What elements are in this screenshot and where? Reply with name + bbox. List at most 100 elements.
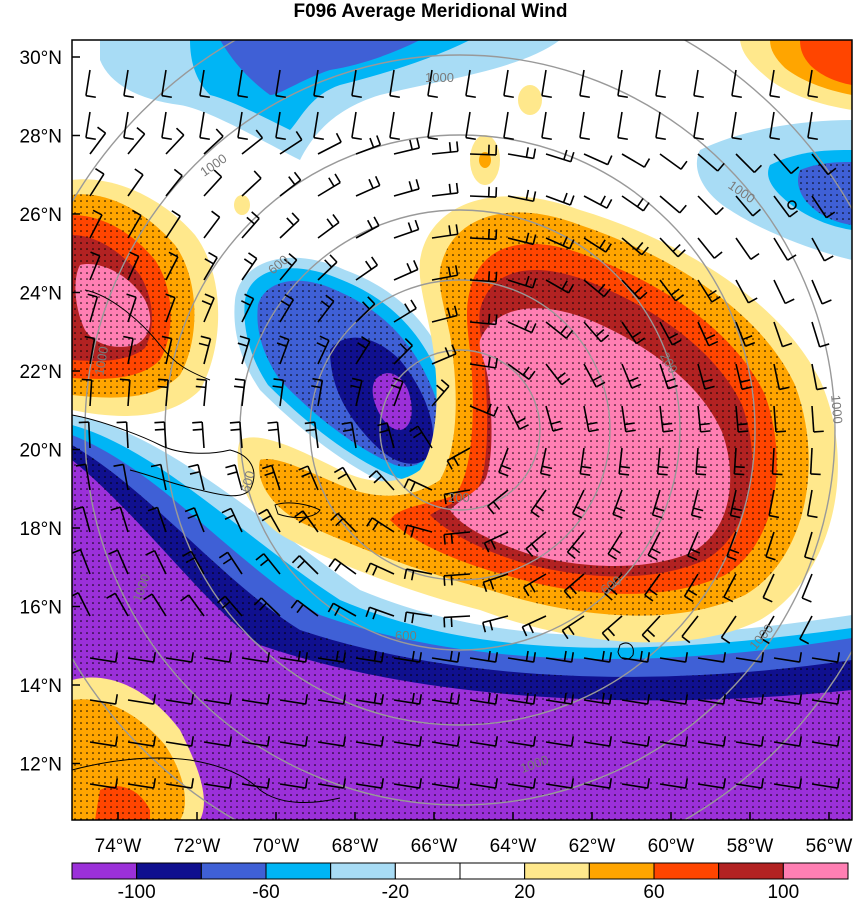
wind-barb: [304, 421, 319, 449]
wind-barb: [545, 363, 571, 386]
wind-barb: [735, 195, 761, 217]
wind-barb: [545, 405, 563, 432]
wind-barb: [313, 69, 324, 99]
wind-barb: [690, 489, 704, 519]
wind-barb: [773, 363, 790, 391]
wind-barb: [507, 736, 537, 747]
wind-barb: [127, 209, 142, 239]
wind-barb: [161, 335, 173, 365]
wind-barb: [807, 69, 818, 99]
colorbar: -100 -60 -20 20 60 100: [71, 862, 849, 900]
wind-barb: [355, 692, 385, 705]
coast-puerto-rico: [274, 502, 321, 518]
wind-barb: [773, 321, 793, 348]
wind-barb: [279, 130, 303, 155]
wind-barb: [482, 573, 509, 592]
wind-barb: [695, 447, 707, 476]
wind-barb: [733, 447, 745, 476]
wind-barb: [469, 313, 498, 326]
cell-b: [479, 152, 491, 168]
wind-barb: [267, 421, 281, 449]
wind-barb: [697, 405, 711, 433]
wind-barb: [262, 464, 281, 491]
wind-barb: [298, 465, 319, 491]
wind-barb: [89, 209, 103, 239]
wind-barb: [801, 573, 813, 603]
wind-barb: [393, 260, 419, 281]
wind-barb: [275, 69, 286, 99]
lon-tick-label: 62°W: [569, 836, 616, 857]
wind-barb: [769, 69, 780, 99]
wind-barb: [731, 111, 742, 141]
wind-barb: [393, 650, 423, 663]
wind-barb: [75, 463, 91, 491]
wind-barb: [641, 615, 661, 643]
northern-negative-patches: [100, 40, 852, 260]
wind-barb: [697, 153, 725, 172]
wind-barb: [647, 531, 661, 561]
wind-barb: [355, 216, 380, 239]
coast-hispaniola: [72, 414, 255, 497]
wind-barb: [735, 694, 765, 705]
wind-barb: [165, 168, 183, 197]
wind-barb: [773, 778, 803, 789]
wind-barb: [351, 111, 362, 141]
wind-barb: [469, 271, 498, 283]
wind-barb: [621, 405, 636, 433]
wind-barb: [216, 595, 243, 617]
wind-barb: [355, 135, 382, 155]
lat-tick-label: 16°N: [20, 598, 62, 619]
wind-barb: [561, 615, 585, 640]
wind-barb: [279, 778, 309, 789]
lat-tick-label: 14°N: [20, 676, 62, 697]
colorbar-swatch: [782, 862, 849, 880]
wind-barb: [443, 489, 471, 505]
main-positive-lobe: [237, 196, 838, 643]
colorbar-swatch: [459, 862, 526, 880]
wind-barb: [735, 363, 752, 391]
central-negative-lobe: [234, 257, 462, 492]
wind-barb: [241, 694, 271, 705]
wind-barb: [317, 650, 347, 663]
wind-barb: [811, 778, 841, 789]
lon-tick-label: 72°W: [174, 836, 221, 857]
wind-barb: [659, 237, 686, 258]
wind-barb: [503, 69, 514, 99]
wind-barb: [195, 378, 208, 407]
wind-barb: [431, 224, 459, 239]
wind-barb: [735, 736, 765, 747]
lon-tick-label: 70°W: [253, 836, 300, 857]
wind-barb: [583, 650, 613, 663]
ring-label: 1000: [425, 70, 454, 85]
colorbar-label: 20: [514, 882, 535, 900]
wind-barb: [583, 237, 612, 253]
wind-barb: [85, 111, 96, 141]
wind-barb: [294, 510, 319, 533]
wind-barb: [811, 736, 841, 747]
wind-barb: [507, 147, 537, 160]
wind-barb: [601, 615, 623, 642]
wind-barb: [541, 111, 552, 141]
wind-barb: [583, 363, 606, 388]
wind-barb: [279, 650, 309, 663]
colorbar-label: -20: [382, 882, 409, 900]
wind-barb: [659, 279, 685, 302]
wind-barb: [333, 466, 357, 491]
wind-barb: [697, 237, 723, 259]
wind-barb: [583, 778, 613, 789]
coast-cuba-tip: [84, 289, 211, 381]
wind-barb: [507, 778, 537, 789]
small-positive-cells: [234, 85, 542, 215]
wind-barb: [184, 507, 205, 533]
wind-barb: [355, 256, 379, 281]
wind-barb: [198, 335, 212, 365]
colorbar-label: 100: [767, 882, 799, 900]
lon-tick-label: 58°W: [727, 836, 774, 857]
wind-barb: [403, 568, 433, 581]
wind-barb: [659, 195, 687, 214]
wind-barb: [503, 111, 514, 141]
wind-barb: [89, 251, 101, 281]
wind-barb: [539, 447, 553, 477]
wind-barb: [237, 335, 251, 365]
wind-barbs: [72, 69, 841, 789]
